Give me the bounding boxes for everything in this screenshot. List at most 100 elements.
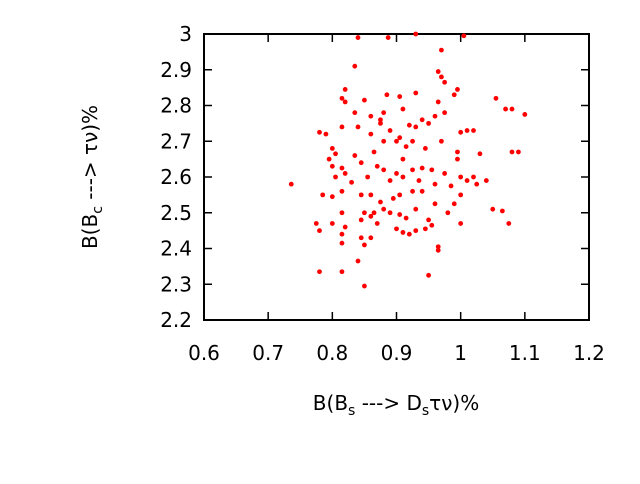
point bbox=[451, 92, 457, 98]
point bbox=[317, 228, 322, 234]
point bbox=[339, 269, 345, 275]
point bbox=[394, 171, 399, 176]
x-tick-label: 0.6 bbox=[188, 341, 220, 365]
point bbox=[317, 129, 322, 135]
point bbox=[381, 110, 387, 116]
point bbox=[358, 192, 364, 198]
point bbox=[413, 228, 419, 234]
point bbox=[385, 35, 391, 40]
point bbox=[397, 212, 403, 217]
point bbox=[461, 33, 467, 39]
y-tick-label: 2.7 bbox=[160, 129, 192, 153]
point bbox=[378, 120, 383, 126]
point bbox=[362, 283, 367, 289]
point bbox=[384, 92, 390, 98]
point bbox=[416, 178, 422, 183]
point bbox=[442, 110, 448, 116]
label-subscript: s bbox=[348, 403, 355, 419]
point bbox=[458, 129, 464, 135]
point bbox=[339, 231, 345, 237]
point bbox=[410, 188, 415, 194]
point bbox=[429, 167, 435, 173]
label-text: τν)% bbox=[429, 391, 479, 415]
point bbox=[339, 165, 345, 171]
point bbox=[439, 74, 444, 80]
point bbox=[355, 258, 361, 264]
point bbox=[400, 156, 406, 162]
label-text: ---> D bbox=[355, 391, 422, 415]
point bbox=[439, 138, 444, 144]
point bbox=[394, 226, 399, 232]
point bbox=[329, 194, 335, 200]
y-tick-label: 2.5 bbox=[160, 201, 192, 225]
point bbox=[432, 113, 438, 119]
point bbox=[490, 206, 496, 212]
point bbox=[400, 230, 406, 235]
point bbox=[378, 199, 383, 205]
point bbox=[387, 178, 393, 183]
point bbox=[413, 31, 419, 37]
point bbox=[358, 217, 364, 223]
point bbox=[371, 210, 377, 216]
point bbox=[320, 192, 326, 198]
y-tick-label: 2.8 bbox=[160, 94, 192, 118]
point bbox=[499, 208, 505, 214]
point bbox=[390, 196, 396, 201]
point bbox=[403, 215, 409, 221]
point bbox=[374, 221, 380, 226]
point bbox=[442, 171, 448, 176]
point bbox=[339, 95, 345, 101]
point bbox=[342, 224, 348, 230]
point bbox=[365, 174, 371, 180]
y-tick-label: 2.9 bbox=[160, 58, 192, 82]
label-text: ---> τν)% bbox=[78, 105, 102, 206]
point bbox=[503, 106, 508, 112]
point bbox=[435, 247, 441, 253]
point bbox=[339, 210, 345, 216]
point bbox=[410, 138, 415, 144]
y-tick-label: 2.2 bbox=[160, 308, 192, 332]
point bbox=[464, 178, 470, 183]
point bbox=[352, 153, 358, 158]
point bbox=[368, 131, 374, 137]
point bbox=[342, 171, 348, 176]
point bbox=[368, 235, 374, 241]
point bbox=[455, 87, 460, 92]
point bbox=[371, 149, 377, 155]
y-tick-label: 3 bbox=[179, 22, 192, 46]
point bbox=[516, 149, 521, 155]
point bbox=[413, 206, 419, 212]
y-axis-label: B(Bc ---> τν)% bbox=[78, 105, 106, 249]
point bbox=[451, 201, 457, 207]
point bbox=[422, 226, 428, 232]
point bbox=[342, 99, 348, 105]
point bbox=[493, 95, 499, 101]
point bbox=[458, 221, 464, 226]
point bbox=[429, 222, 435, 228]
point bbox=[397, 192, 403, 198]
point bbox=[378, 117, 383, 123]
point bbox=[333, 151, 338, 157]
point bbox=[464, 128, 470, 133]
point bbox=[506, 221, 512, 226]
point bbox=[362, 242, 367, 248]
x-tick-label: 1.2 bbox=[573, 341, 605, 365]
point bbox=[368, 213, 374, 219]
point bbox=[458, 192, 464, 198]
point bbox=[474, 181, 480, 187]
point bbox=[406, 231, 412, 237]
point bbox=[400, 174, 406, 180]
point bbox=[509, 149, 515, 155]
point bbox=[317, 269, 322, 275]
point bbox=[410, 167, 415, 173]
point bbox=[413, 124, 419, 130]
point bbox=[339, 124, 345, 130]
point bbox=[439, 47, 444, 53]
point bbox=[422, 146, 428, 151]
point bbox=[426, 217, 431, 223]
point bbox=[419, 165, 425, 171]
point bbox=[522, 112, 528, 117]
point bbox=[326, 156, 332, 162]
point bbox=[400, 106, 406, 112]
label-subscript: c bbox=[90, 206, 106, 214]
